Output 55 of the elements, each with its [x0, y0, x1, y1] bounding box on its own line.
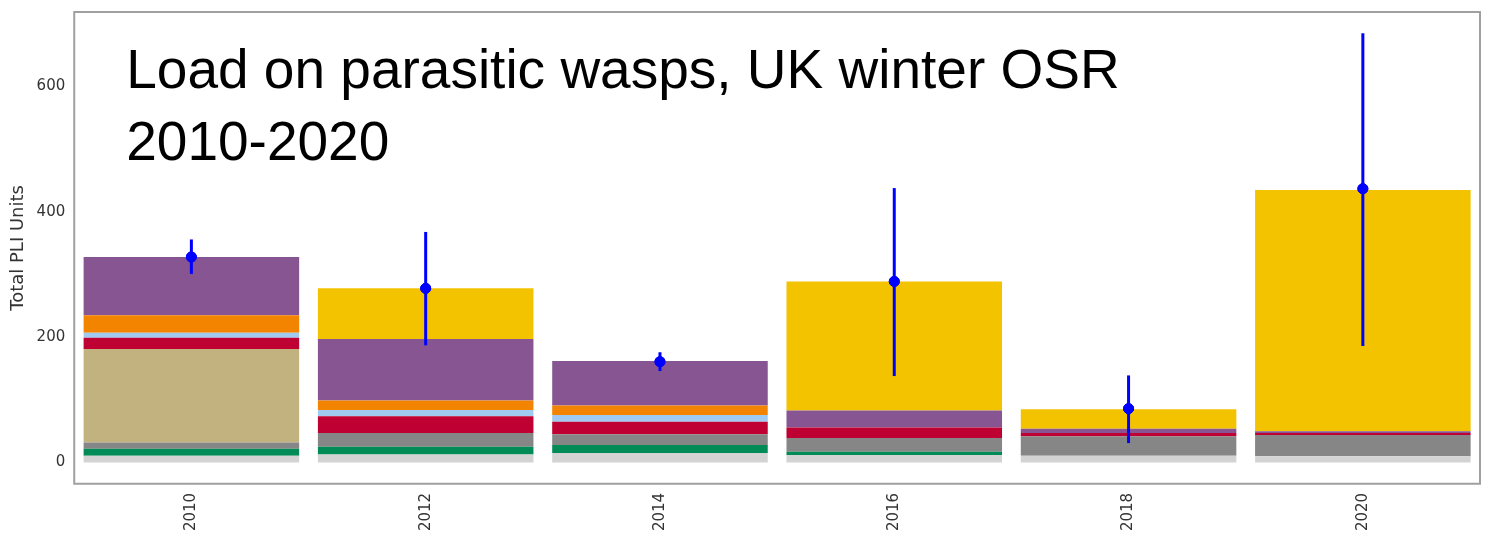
bar	[786, 281, 1003, 411]
bar	[83, 448, 300, 456]
bar	[552, 434, 768, 445]
bar	[83, 332, 300, 338]
point	[1123, 403, 1135, 415]
point	[888, 275, 900, 287]
bar	[83, 315, 300, 333]
point	[654, 356, 666, 368]
bar	[317, 454, 534, 463]
x-tick-label: 2014	[649, 492, 668, 532]
bar	[83, 257, 300, 316]
bar	[317, 339, 534, 401]
bar	[83, 349, 300, 443]
bar	[552, 453, 768, 463]
x-tick-label: 2020	[1352, 492, 1371, 532]
y-tick-label: 400	[36, 201, 66, 220]
y-axis-title: Total PLI Units	[6, 185, 28, 312]
x-tick-label: 2012	[415, 492, 434, 532]
point	[420, 282, 432, 294]
x-tick-label: 2010	[181, 492, 200, 532]
point	[185, 251, 197, 263]
bar	[317, 409, 534, 417]
bar	[1020, 433, 1237, 437]
y-tick-label: 0	[55, 452, 66, 471]
bar	[83, 455, 300, 463]
bar	[1020, 455, 1237, 463]
x-tick-label: 2016	[884, 492, 903, 532]
y-tick-label: 600	[36, 76, 66, 95]
bar	[83, 337, 300, 350]
bar	[317, 288, 534, 340]
bar	[317, 416, 534, 434]
bar	[1255, 189, 1471, 432]
bar	[83, 442, 300, 449]
bar	[317, 446, 534, 455]
bar	[786, 427, 1003, 439]
bar	[786, 451, 1003, 455]
bar	[1255, 456, 1471, 463]
bar	[1020, 409, 1237, 429]
text: Load on parasitic wasps, UK winter OSR 2010-2020	[126, 38, 1120, 172]
point	[1357, 183, 1369, 195]
bar	[786, 410, 1003, 428]
bar	[786, 455, 1003, 463]
bar	[552, 405, 768, 415]
bar	[552, 444, 768, 454]
bar	[552, 414, 768, 422]
bar	[317, 433, 534, 447]
bar	[1255, 434, 1471, 457]
bar	[1020, 436, 1237, 456]
bar	[552, 421, 768, 435]
bar	[552, 361, 768, 406]
y-tick-label: 200	[36, 327, 66, 346]
x-tick-label: 2018	[1118, 492, 1137, 532]
bar	[1020, 428, 1237, 434]
bar	[317, 400, 534, 410]
bar	[786, 438, 1003, 452]
